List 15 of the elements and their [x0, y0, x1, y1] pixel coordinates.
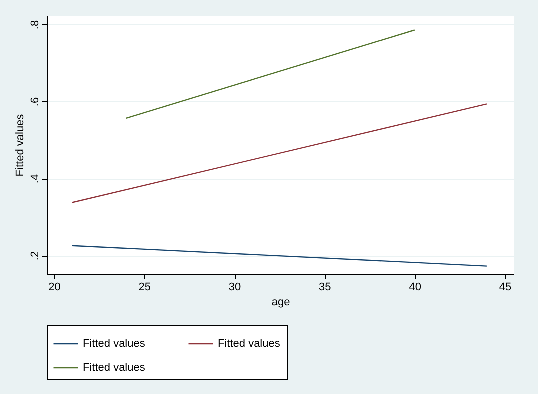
x-tick-label: 30: [228, 282, 242, 294]
x-tick-label: 40: [409, 282, 422, 294]
x-axis-title: age: [272, 296, 290, 308]
x-tick-label: 35: [319, 282, 332, 294]
y-tick-label: .4: [30, 174, 42, 184]
y-tick-label: .6: [30, 97, 42, 107]
legend-label: Fitted values: [83, 338, 146, 350]
y-tick-label: .8: [30, 20, 42, 30]
x-tick-label: 20: [48, 282, 61, 294]
y-tick-label: .2: [30, 251, 42, 261]
x-tick-label: 45: [499, 282, 512, 294]
y-axis-title: Fitted values: [14, 114, 26, 177]
x-tick-label: 25: [138, 282, 151, 294]
legend-label: Fitted values: [83, 362, 146, 374]
legend-label: Fitted values: [218, 338, 281, 350]
